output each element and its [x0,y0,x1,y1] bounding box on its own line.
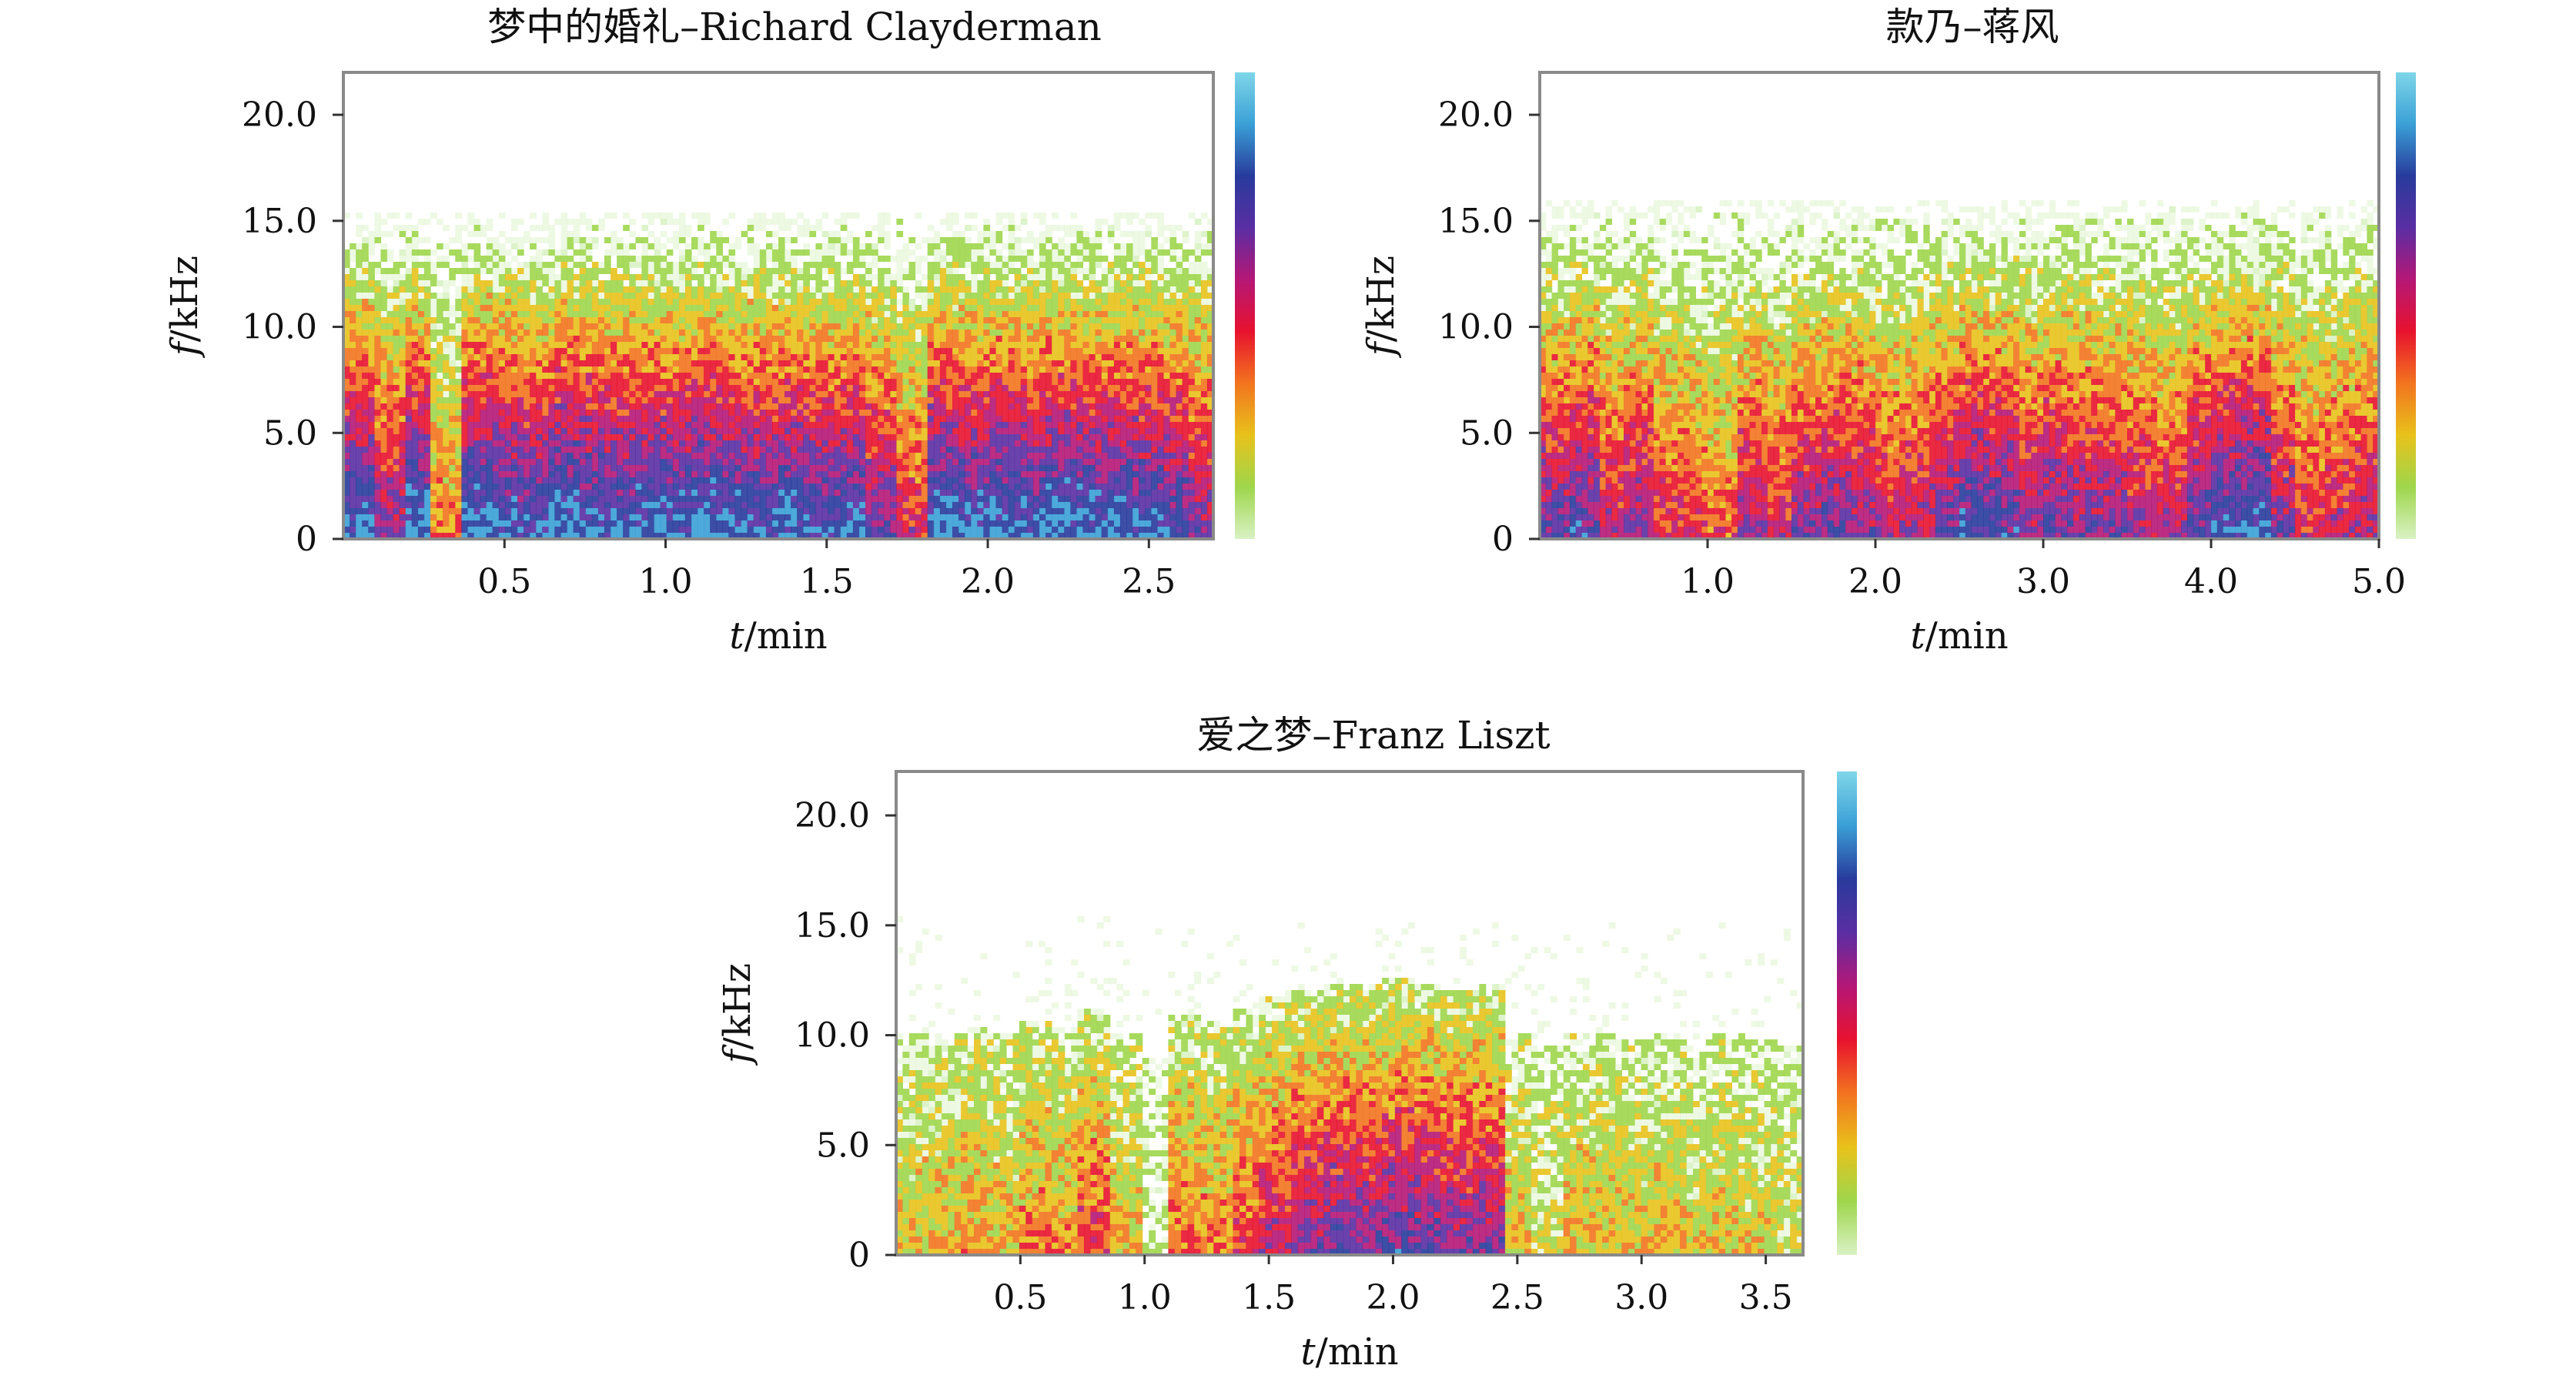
plot-frame [895,770,1805,1257]
y-tick-label: 0 [848,1236,870,1275]
x-tick-label: 5.0 [2352,562,2406,601]
x-tick-label: 4.0 [2184,562,2238,601]
y-tick-label: 15.0 [1438,202,1514,241]
x-axis-label: t/min [729,614,827,658]
colorbar [1837,771,1857,1255]
y-axis-label: f/kHz [1360,256,1403,358]
colorbar [2396,72,2416,539]
y-tick-label: 10.0 [795,1016,870,1056]
x-tick-label: 2.0 [961,562,1015,601]
x-tick-label: 2.5 [1122,562,1176,601]
y-tick-label: 15.0 [795,906,870,945]
spectrogram-panel-1: 梦中的婚礼–Richard Clayderman 0 5.0 10.0 15.0 20.0… [163,5,1255,658]
x-tick-label: 2.0 [1848,562,1902,601]
x-tick-label: 2.0 [1366,1278,1420,1317]
y-tick-label: 20.0 [242,95,317,135]
y-tick-label: 20.0 [795,796,870,835]
x-tick-label: 3.0 [2016,562,2070,601]
y-tick-label: 20.0 [1438,95,1514,135]
x-tick-label: 2.5 [1490,1278,1544,1317]
y-tick-label: 10.0 [242,308,317,347]
plot-frame [1538,71,2380,540]
x-tick-label: 1.0 [1681,562,1735,601]
spectrogram-image [343,212,1214,539]
x-tick-label: 3.0 [1614,1278,1668,1317]
plot-frame [342,71,1215,540]
spectrogram-panel-2: 款乃–蒋风 0 5.0 10.0 15.0 20.0 1.0 2.0 3.0 4.0 5.0 t/mi… [1360,5,2416,658]
chart-title: 梦中的婚礼–Richard Clayderman [487,5,1102,49]
x-axis-label: t/min [1300,1330,1398,1374]
x-tick-label: 1.5 [1242,1278,1296,1317]
y-tick-label: 5.0 [1460,413,1514,453]
y-tick-label: 0 [1492,520,1514,559]
x-axis-label: t/min [1910,614,2008,658]
y-tick-label: 0 [296,520,317,559]
x-tick-label: 0.5 [477,562,531,601]
x-tick-label: 1.0 [639,562,693,601]
spectrogram-image [1540,200,2380,539]
spectrogram-panel-3: 爱之梦–Franz Liszt 0 5.0 10.0 15.0 20.0 0.5 1.0 1.5… [716,713,1857,1374]
x-tick-label: 3.5 [1739,1278,1793,1317]
x-tick-label: 1.5 [800,562,854,601]
chart-title: 爱之梦–Franz Liszt [1196,713,1550,758]
y-tick-label: 10.0 [1438,308,1514,347]
chart-title: 款乃–蒋风 [1886,5,2059,49]
colorbar [1235,72,1255,539]
x-tick-label: 1.0 [1118,1278,1172,1317]
y-tick-label: 5.0 [816,1126,870,1165]
y-tick-label: 15.0 [242,202,317,241]
y-axis-label: f/kHz [716,963,759,1066]
spectrogram-image [896,916,1804,1255]
y-tick-label: 5.0 [263,413,317,453]
y-axis-label: f/kHz [163,256,206,358]
x-tick-label: 0.5 [993,1278,1047,1317]
